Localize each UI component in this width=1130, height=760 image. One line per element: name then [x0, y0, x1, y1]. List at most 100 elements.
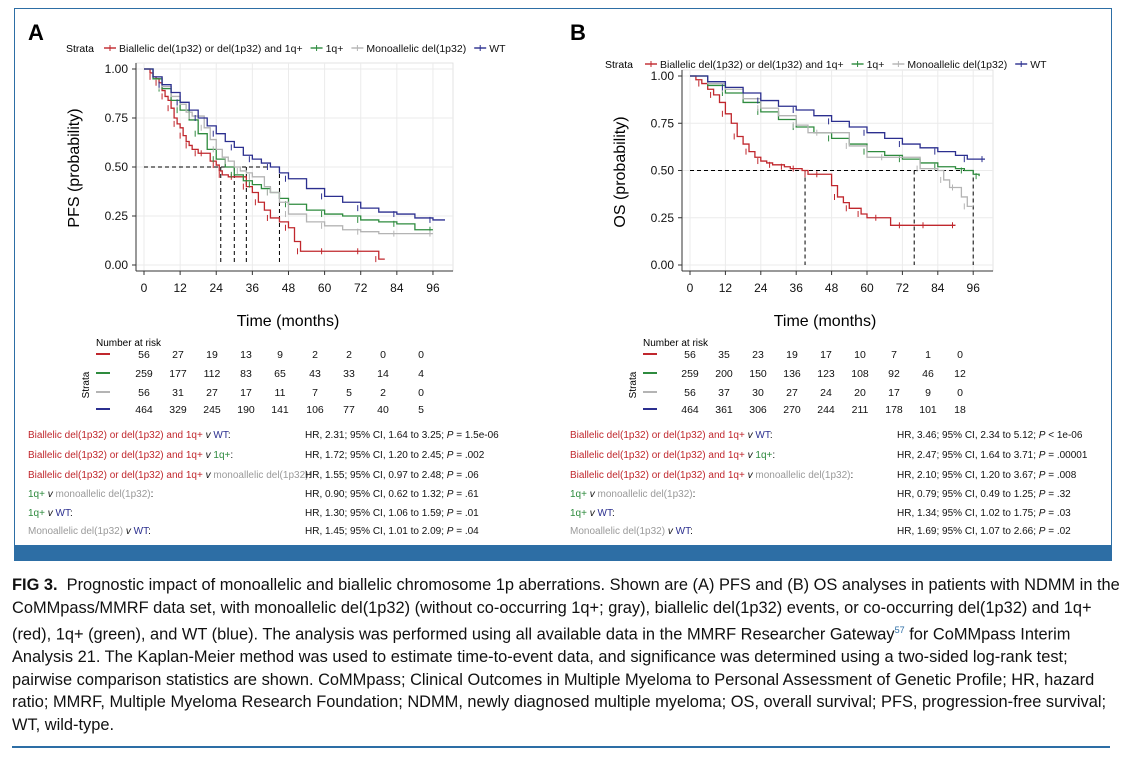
caption-reference: 57: [894, 625, 905, 636]
risk-cell: 106: [306, 404, 324, 416]
legend-label-mono: Monoallelic del(1p32): [366, 43, 466, 55]
comparison-stats: HR, 1.55; 95% CI, 0.97 to 2.48; P = .06: [305, 470, 479, 481]
risk-cell: 46: [922, 368, 934, 380]
risk-cell: 19: [206, 349, 218, 361]
panel-a: A Strata Biallelic del(1p32) or del(1p32…: [28, 20, 506, 537]
comparison-stats: HR, 1.30; 95% CI, 1.06 to 1.59; P = .01: [305, 508, 479, 519]
comparison-label: 1q+ v monoallelic del(1p32):: [28, 489, 153, 500]
y-tick-label: 0.25: [105, 209, 129, 223]
x-tick-label: 24: [210, 281, 224, 295]
risk-cell: 14: [377, 368, 389, 380]
legend-label-biallelic: Biallelic del(1p32) or del(1p32) and 1q+: [660, 59, 844, 71]
risk-cell: 13: [240, 349, 252, 361]
comparison-label: 1q+ v WT:: [570, 508, 615, 519]
risk-cell: 7: [891, 349, 897, 361]
risk-cell: 33: [343, 368, 355, 380]
pairwise-comparisons: Biallelic del(1p32) or del(1p32) and 1q+…: [570, 430, 1088, 537]
comparison-label: Biallelic del(1p32) or del(1p32) and 1q+…: [28, 450, 233, 461]
risk-cell: 0: [957, 387, 963, 399]
risk-cell: 56: [138, 387, 150, 399]
legend-title: Strata: [605, 59, 633, 71]
comparison-label: 1q+ v WT:: [28, 508, 73, 519]
x-tick-label: 48: [825, 281, 839, 295]
legend-label-wt: WT: [489, 43, 506, 55]
legend: Strata Biallelic del(1p32) or del(1p32) …: [66, 43, 506, 55]
y-tick-label: 0.50: [105, 160, 129, 174]
comparison-label: Monoallelic del(1p32) v WT:: [28, 526, 151, 537]
risk-cell: 23: [752, 349, 764, 361]
risk-cell: 329: [169, 404, 187, 416]
legend-label-one_q: 1q+: [326, 43, 344, 55]
x-tick-label: 72: [354, 281, 368, 295]
risk-cell: 2: [346, 349, 352, 361]
x-tick-label: 24: [754, 281, 768, 295]
risk-cell: 101: [919, 404, 937, 416]
risk-cell: 141: [271, 404, 289, 416]
x-tick-label: 60: [318, 281, 332, 295]
comparison-label: 1q+ v monoallelic del(1p32):: [570, 489, 695, 500]
x-tick-label: 96: [967, 281, 981, 295]
risk-cell: 4: [418, 368, 424, 380]
comparison-label: Biallelic del(1p32) or del(1p32) and 1q+…: [570, 470, 853, 481]
legend-label-one_q: 1q+: [867, 59, 885, 71]
x-tick-label: 0: [687, 281, 694, 295]
risk-cell: 27: [206, 387, 218, 399]
risk-cell: 0: [418, 349, 424, 361]
comparison-stats: HR, 1.45; 95% CI, 1.01 to 2.09; P = .04: [305, 526, 479, 537]
x-tick-label: 36: [790, 281, 804, 295]
legend-items: Biallelic del(1p32) or del(1p32) and 1q+…: [645, 59, 1047, 71]
risk-cell: 19: [786, 349, 798, 361]
km-plot: 0 12 24 36 48 60 72 84 96 0.00 0.25 0.50 0.75 1.00: [105, 62, 454, 295]
x-tick-label: 12: [173, 281, 187, 295]
risk-cell: 244: [817, 404, 835, 416]
risk-cell: 259: [135, 368, 153, 380]
km-curve-mono: [690, 75, 974, 208]
x-tick-label: 84: [390, 281, 404, 295]
comparison-stats: HR, 0.79; 95% CI, 0.49 to 1.25; P = .32: [897, 489, 1071, 500]
panel-letter: A: [28, 20, 44, 45]
figure-caption: FIG 3. Prognostic impact of monoallelic …: [12, 574, 1120, 737]
risk-cell: 200: [715, 368, 733, 380]
comparison-stats: HR, 2.10; 95% CI, 1.20 to 3.67; P = .008: [897, 470, 1077, 481]
risk-table-title: Number at risk: [643, 338, 709, 349]
risk-cell: 56: [138, 349, 150, 361]
risk-cell: 20: [854, 387, 866, 399]
risk-cell: 270: [783, 404, 801, 416]
risk-cell: 464: [681, 404, 699, 416]
risk-cell: 56: [684, 349, 696, 361]
risk-cell: 306: [749, 404, 767, 416]
risk-cell: 18: [954, 404, 966, 416]
figure-canvas: A Strata Biallelic del(1p32) or del(1p32…: [28, 20, 1088, 537]
risk-table-strata-label: Strata: [81, 371, 92, 398]
km-curve-wt: [690, 75, 985, 160]
risk-cell: 17: [888, 387, 900, 399]
risk-cell: 464: [135, 404, 153, 416]
caption-text: Prognostic impact of monoallelic and bia…: [12, 576, 1120, 644]
risk-cell: 30: [752, 387, 764, 399]
y-tick-label: 0.25: [651, 211, 675, 225]
legend: Strata Biallelic del(1p32) or del(1p32) …: [605, 59, 1047, 71]
x-tick-label: 84: [931, 281, 945, 295]
risk-cell: 0: [380, 349, 386, 361]
risk-cell: 77: [343, 404, 355, 416]
bottom-rule: [12, 746, 1110, 748]
comparison-stats: HR, 1.69; 95% CI, 1.07 to 2.66; P = .02: [897, 526, 1071, 537]
risk-table-title: Number at risk: [96, 338, 162, 349]
legend-label-wt: WT: [1030, 59, 1047, 71]
risk-cell: 27: [786, 387, 798, 399]
x-tick-label: 48: [282, 281, 296, 295]
risk-cell: 11: [275, 387, 286, 399]
risk-cell: 83: [240, 368, 252, 380]
panel-b: B Strata Biallelic del(1p32) or del(1p32…: [570, 20, 1088, 537]
risk-cell: 92: [888, 368, 900, 380]
risk-cell: 17: [820, 349, 832, 361]
pairwise-comparisons: Biallelic del(1p32) or del(1p32) and 1q+…: [28, 430, 499, 537]
legend-label-biallelic: Biallelic del(1p32) or del(1p32) and 1q+: [119, 43, 303, 55]
risk-cell: 40: [377, 404, 389, 416]
risk-table-strata-label: Strata: [628, 371, 639, 398]
risk-cell: 190: [237, 404, 255, 416]
risk-cell: 177: [169, 368, 187, 380]
risk-cell: 7: [312, 387, 318, 399]
